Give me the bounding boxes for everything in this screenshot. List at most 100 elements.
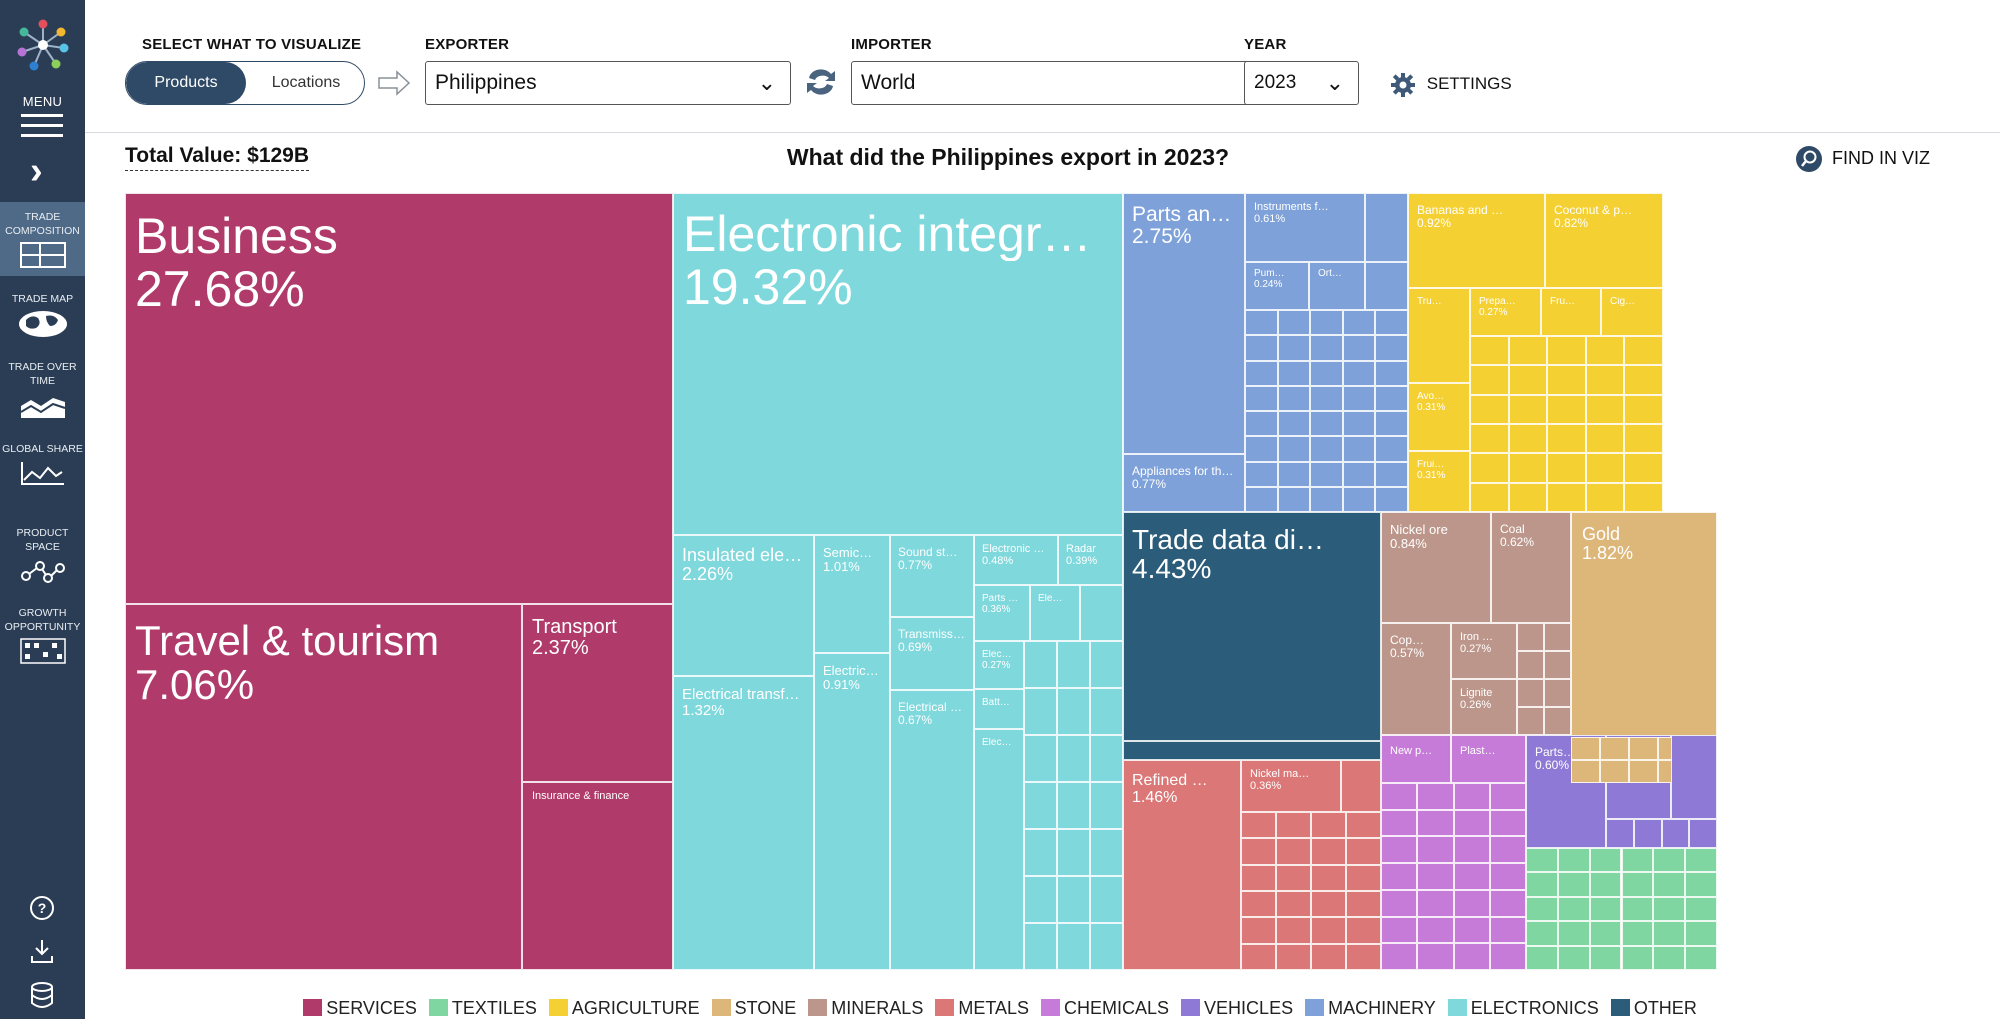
treemap-tile-small[interactable] [1557, 848, 1590, 873]
treemap-tile[interactable]: Insurance & finance [522, 782, 673, 970]
treemap-tile-small[interactable] [1653, 872, 1686, 897]
treemap-tile-small[interactable] [1417, 916, 1454, 944]
treemap-tile-small[interactable] [1526, 872, 1558, 897]
treemap-tile-small[interactable] [1547, 482, 1586, 512]
treemap-tile[interactable]: Fru… [1541, 288, 1601, 336]
treemap-tile-small[interactable] [1381, 809, 1418, 837]
treemap-tile-small[interactable] [1342, 335, 1376, 361]
treemap-tile-small[interactable] [1375, 360, 1408, 386]
treemap-tile-small[interactable] [1277, 436, 1311, 462]
treemap-tile-small[interactable] [1621, 848, 1654, 873]
treemap-tile-small[interactable] [1346, 864, 1381, 891]
treemap-tile-small[interactable] [1589, 848, 1622, 873]
treemap-tile-small[interactable] [1624, 394, 1663, 424]
treemap-tile-small[interactable] [1090, 876, 1123, 923]
treemap-tile-small[interactable] [1057, 688, 1090, 735]
treemap-tile-small[interactable] [1544, 707, 1571, 735]
treemap-tile[interactable]: Plast… [1451, 735, 1526, 783]
treemap-tile[interactable]: Electronic integra… 19.32% [673, 193, 1123, 535]
legend-item[interactable]: METALS [935, 998, 1029, 1019]
treemap-tile[interactable]: Nickel ore 0.84% [1381, 512, 1491, 623]
treemap-tile[interactable]: Refined … 1.46% [1123, 760, 1241, 970]
treemap-tile-small[interactable] [1571, 737, 1600, 760]
treemap-tile-small[interactable] [1453, 916, 1490, 944]
treemap-tile[interactable]: Appliances for th… 0.77% [1123, 454, 1245, 512]
treemap-tile-small[interactable] [1585, 482, 1625, 512]
treemap-tile[interactable]: Frui… 0.31% [1408, 451, 1470, 512]
nav-growth-opportunity[interactable]: GROWTH OPPORTUNITY [0, 598, 85, 674]
treemap-tile-small[interactable] [1311, 917, 1346, 944]
treemap-tile-small[interactable] [1685, 872, 1717, 897]
legend-item[interactable]: VEHICLES [1181, 998, 1293, 1019]
treemap-tile[interactable]: Parts an… 2.75% [1123, 193, 1245, 454]
treemap-tile-unlabeled[interactable] [1341, 760, 1381, 812]
treemap-tile-small[interactable] [1685, 945, 1717, 970]
treemap-tile-small[interactable] [1090, 641, 1123, 688]
treemap-tile-small[interactable] [1589, 945, 1622, 970]
treemap-tile-small[interactable] [1311, 812, 1346, 839]
logo-icon[interactable] [16, 18, 70, 72]
treemap-tile-small[interactable] [1241, 812, 1276, 839]
treemap-tile[interactable]: Bananas and … 0.92% [1408, 193, 1545, 288]
treemap-tile-small[interactable] [1417, 943, 1454, 970]
treemap-tile-small[interactable] [1245, 385, 1278, 411]
treemap-tile-small[interactable] [1526, 848, 1558, 873]
nav-global-share[interactable]: GLOBAL SHARE [0, 434, 85, 510]
treemap-tile-small[interactable] [1277, 461, 1311, 487]
treemap-tile-small[interactable] [1489, 916, 1526, 944]
treemap-tile-small[interactable] [1671, 735, 1717, 819]
treemap-tile-small[interactable] [1277, 411, 1311, 437]
treemap-tile-small[interactable] [1342, 360, 1376, 386]
nav-trade-map[interactable]: TRADE MAP [0, 284, 85, 346]
treemap-tile[interactable]: Electrical transfor… 1.32% [673, 676, 814, 970]
treemap-tile[interactable]: New p… [1381, 735, 1451, 783]
treemap-tile-small[interactable] [1381, 783, 1418, 810]
treemap-tile-small[interactable] [1547, 336, 1586, 366]
treemap-tile-small[interactable] [1453, 783, 1490, 810]
treemap-tile-small[interactable] [1310, 335, 1343, 361]
treemap-tile[interactable]: Lignite 0.26% [1451, 679, 1517, 735]
treemap-tile-small[interactable] [1661, 819, 1690, 848]
treemap-tile-small[interactable] [1621, 872, 1654, 897]
treemap-tile-small[interactable] [1375, 310, 1408, 336]
treemap-tile-small[interactable] [1508, 453, 1548, 483]
treemap-tile-small[interactable] [1526, 945, 1558, 970]
treemap-tile-small[interactable] [1245, 360, 1278, 386]
treemap-tile-small[interactable] [1470, 424, 1509, 454]
treemap-tile-small[interactable] [1310, 310, 1343, 336]
treemap-tile-small[interactable] [1276, 917, 1311, 944]
treemap-tile-small[interactable] [1517, 651, 1544, 679]
treemap-tile-small[interactable] [1585, 394, 1625, 424]
treemap-tile-small[interactable] [1417, 889, 1454, 917]
treemap-tile-small[interactable] [1024, 782, 1057, 829]
treemap-tile-small[interactable] [1245, 411, 1278, 437]
legend-item[interactable]: MINERALS [808, 998, 923, 1019]
treemap-tile-small[interactable] [1375, 385, 1408, 411]
treemap-tile-small[interactable] [1685, 896, 1717, 922]
treemap-tile-small[interactable] [1375, 436, 1408, 462]
treemap-tile-small[interactable] [1024, 829, 1057, 876]
treemap-tile-small[interactable] [1310, 360, 1343, 386]
legend-item[interactable]: OTHER [1610, 998, 1697, 1019]
find-in-viz-button[interactable]: FIND IN VIZ [1795, 144, 1930, 173]
treemap-tile-small[interactable] [1526, 896, 1558, 922]
settings-button[interactable]: SETTINGS [1390, 70, 1512, 100]
treemap-tile-small[interactable] [1381, 943, 1418, 970]
treemap-tile-small[interactable] [1057, 641, 1090, 688]
treemap-tile[interactable]: Elec… [974, 729, 1024, 970]
treemap-tile-small[interactable] [1346, 891, 1381, 918]
treemap-tile[interactable]: Nickel ma… 0.36% [1241, 760, 1341, 812]
treemap-tile-small[interactable] [1489, 836, 1526, 864]
treemap-tile-small[interactable] [1346, 838, 1381, 865]
treemap-tile-small[interactable] [1245, 436, 1278, 462]
treemap-tile[interactable]: Transport 2.37% [522, 604, 673, 782]
treemap-tile-small[interactable] [1381, 836, 1418, 864]
treemap-tile-small[interactable] [1241, 943, 1276, 970]
treemap-tile-small[interactable] [1310, 385, 1343, 411]
treemap-tile[interactable]: Elec… 0.27% [974, 641, 1024, 689]
treemap-tile-small[interactable] [1489, 783, 1526, 810]
treemap-tile-small[interactable] [1633, 819, 1662, 848]
treemap-tile-small[interactable] [1621, 921, 1654, 946]
treemap-tile-small[interactable] [1624, 336, 1663, 366]
treemap-tile-small[interactable] [1557, 872, 1590, 897]
